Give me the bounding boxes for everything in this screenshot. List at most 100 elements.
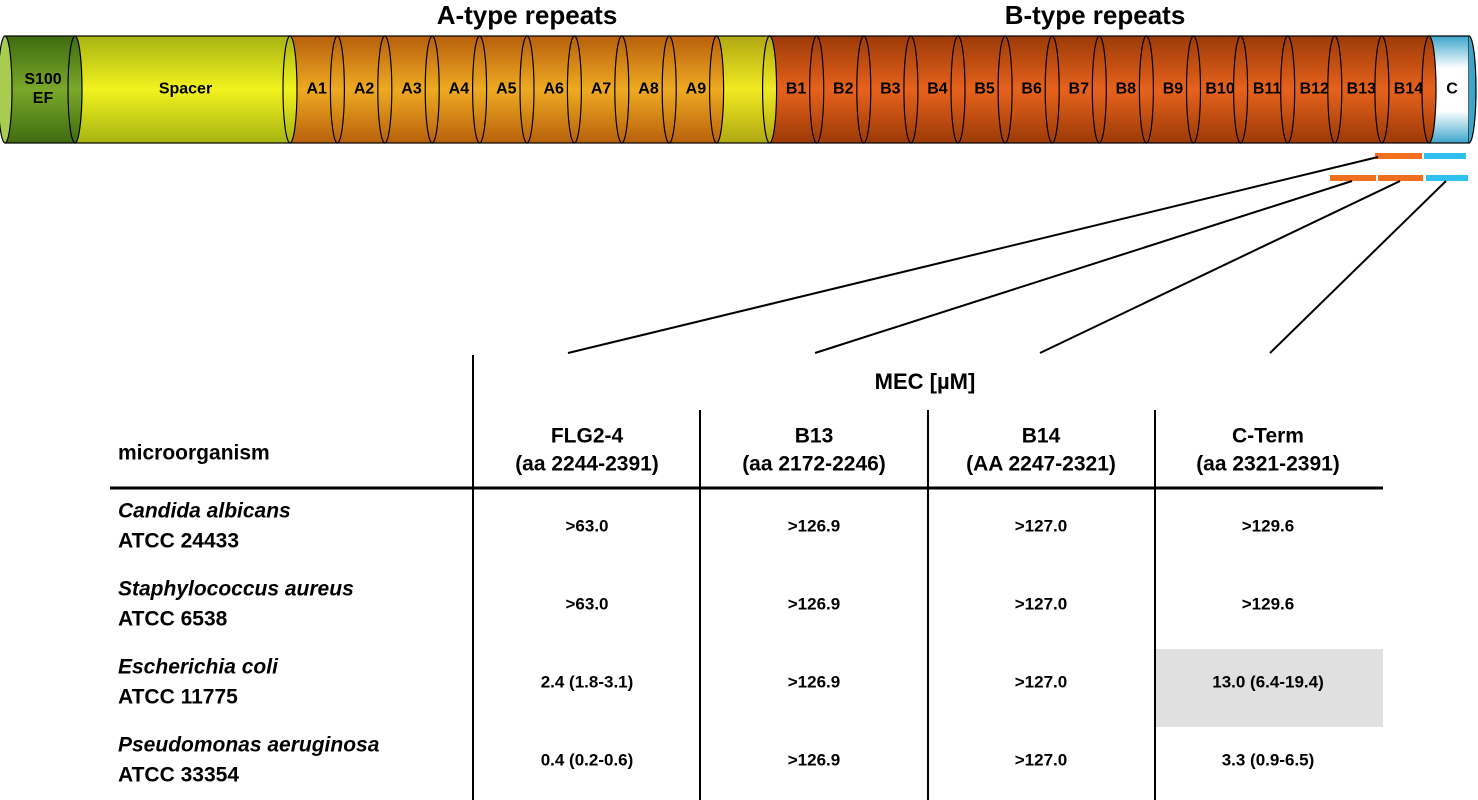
segment-label: B2: [833, 81, 854, 98]
segment-edge: [809, 35, 825, 144]
table: MEC [µM] microorganism FLG2-4 (aa 2244-2391…: [110, 355, 1383, 800]
fragment: [1424, 153, 1466, 159]
segment: [863, 35, 912, 144]
organism: Candida albicans: [118, 500, 291, 523]
segment-edge: [1044, 35, 1060, 144]
cell-value: >63.0: [565, 516, 608, 535]
column-range: (aa 2244-2391): [515, 453, 659, 476]
segment-edge: [950, 35, 966, 144]
organism: Escherichia coli: [118, 656, 279, 679]
cell-value: >127.0: [1015, 594, 1067, 613]
segment-label: Spacer: [159, 81, 212, 98]
segment-label: A8: [638, 81, 659, 98]
segment: [1381, 35, 1430, 144]
highlight-cell: [1156, 649, 1383, 727]
fragment: [1426, 175, 1468, 181]
segment-edge: [1091, 35, 1107, 144]
segment-edge: [67, 35, 83, 144]
segment-label: S100: [24, 71, 61, 88]
strain: ATCC 33354: [118, 764, 239, 787]
cell-value: >126.9: [788, 672, 840, 691]
column-name: B13: [795, 425, 834, 448]
segment: [384, 35, 433, 144]
segment-edge: [472, 35, 488, 144]
segment-edge: [1232, 35, 1249, 144]
row-header: microorganism: [118, 442, 270, 465]
segment-label: B12: [1300, 81, 1329, 98]
cell-value: >127.0: [1015, 672, 1067, 691]
segment-edge: [566, 35, 583, 144]
cell-value: 0.4 (0.2-0.6): [541, 750, 634, 769]
strain: ATCC 11775: [118, 686, 238, 709]
segment-label: B5: [974, 81, 995, 98]
segment-edge: [997, 35, 1013, 144]
segment-edge: [1185, 35, 1202, 144]
segment-edge: [424, 35, 440, 144]
segment-label: A1: [306, 81, 327, 98]
cell-value: 13.0 (6.4-19.4): [1212, 672, 1324, 691]
segment-edge: [1421, 35, 1437, 144]
segment-edge: [282, 35, 298, 144]
cell-value: >126.9: [788, 516, 840, 535]
column-range: (aa 2172-2246): [742, 453, 886, 476]
segment-label: B4: [927, 81, 948, 98]
segment-label: A7: [591, 81, 612, 98]
fragment-marks: [567, 153, 1468, 354]
cell-value: 3.3 (0.9-6.5): [1222, 750, 1315, 769]
segment-edge: [614, 35, 630, 144]
segment-edge: [708, 35, 725, 144]
segment-label: C: [1446, 81, 1458, 98]
column-range: (AA 2247-2321): [966, 453, 1116, 476]
cell-value: >126.9: [788, 594, 840, 613]
segment: [479, 35, 528, 144]
group-header: A-type repeats: [437, 0, 618, 30]
segment: [1287, 35, 1336, 144]
segment-label: B7: [1069, 81, 1090, 98]
segment-edge: [519, 35, 535, 144]
cell-value: >129.6: [1242, 516, 1294, 535]
segment: [4, 35, 76, 144]
connector: [1039, 180, 1401, 354]
segment-edge: [377, 35, 393, 144]
segment: [1145, 35, 1195, 144]
domain-bar: S100 EF Spacer A1 A2 A3 A4 A5 A6 A7 A8 A9 B1 B2 B3 B4 B5…: [0, 0, 1477, 144]
cell-value: >127.0: [1015, 750, 1067, 769]
segment-label: B14: [1394, 81, 1423, 98]
group-header: B-type repeats: [1005, 0, 1186, 30]
segment-edge: [0, 35, 13, 144]
connector: [1269, 180, 1447, 354]
segment: [816, 35, 865, 144]
segment-label: B9: [1163, 81, 1184, 98]
segment-edge: [1327, 35, 1343, 144]
fragment: [1375, 153, 1422, 159]
segment: [768, 35, 818, 144]
segment-edge: [661, 35, 677, 144]
column-name: FLG2-4: [551, 425, 624, 448]
segment: [1098, 35, 1148, 144]
segment-label: A5: [496, 81, 517, 98]
segment-label: EF: [33, 90, 54, 107]
segment-label: B13: [1347, 81, 1376, 98]
segment-label: A4: [449, 81, 470, 98]
segment: [74, 35, 291, 144]
segment-edge: [1280, 35, 1296, 144]
strain: ATCC 24433: [118, 530, 239, 553]
segment-label: A2: [354, 81, 375, 98]
cell-value: >129.6: [1242, 594, 1294, 613]
segment-label: A9: [686, 81, 707, 98]
column-name: C-Term: [1232, 425, 1304, 448]
organism: Pseudomonas aeruginosa: [118, 734, 380, 757]
segment-label: B11: [1253, 81, 1282, 98]
segment-label: A3: [401, 81, 422, 98]
segment-edge: [1374, 35, 1390, 144]
organism: Staphylococcus aureus: [118, 578, 354, 601]
segment-label: B8: [1116, 81, 1137, 98]
connector: [814, 180, 1353, 354]
segment-label: B6: [1021, 81, 1042, 98]
cell-value: >126.9: [788, 750, 840, 769]
column-range: (aa 2321-2391): [1196, 453, 1340, 476]
segment-edge: [329, 35, 345, 144]
segment-edge: [903, 35, 919, 144]
connector: [567, 156, 1379, 354]
